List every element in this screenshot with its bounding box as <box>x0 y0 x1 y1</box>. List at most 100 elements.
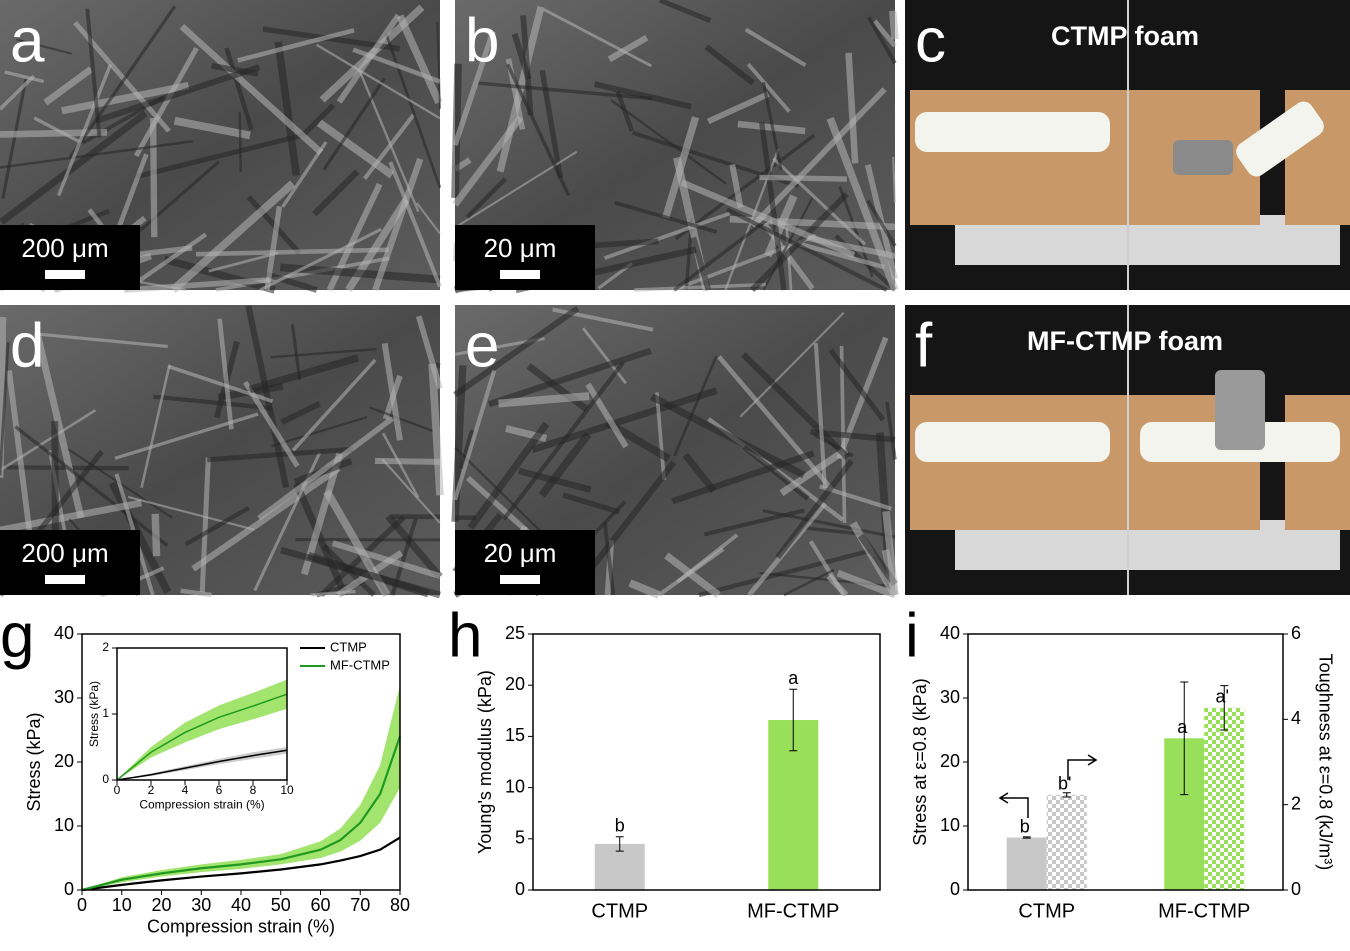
panel-letter: c <box>915 6 946 75</box>
fiber <box>538 431 592 498</box>
significance-letter: b <box>615 816 625 836</box>
scale-bar <box>45 575 85 584</box>
y2-tick-label: 6 <box>1291 623 1301 643</box>
fiber <box>704 44 755 86</box>
fiber <box>511 33 532 80</box>
y-tick-label: 40 <box>940 623 960 643</box>
fiber <box>698 548 872 598</box>
fiber <box>0 74 36 111</box>
fiber <box>208 251 279 273</box>
x-tick-label: 0 <box>114 783 121 797</box>
scale-bar-label: 200 μm <box>21 233 108 263</box>
plot-frame <box>532 633 881 891</box>
fiber <box>607 34 649 63</box>
fiber <box>322 77 386 171</box>
scale-bar-box <box>455 225 595 290</box>
significance-letter: a <box>788 668 799 688</box>
error-bar <box>615 836 624 852</box>
fiber <box>742 444 810 501</box>
scale-bar-box <box>455 530 595 595</box>
photo-caption: CTMP foam <box>1051 21 1199 51</box>
x-axis-label: Compression strain (%) <box>147 917 335 937</box>
fiber <box>264 205 283 291</box>
error-bar <box>1220 685 1229 731</box>
y-tick-label: 10 <box>54 815 74 835</box>
legend-label: MF-CTMP <box>330 657 390 672</box>
arrow <box>998 792 1029 818</box>
error-bar <box>1022 836 1031 839</box>
fiber <box>331 540 441 580</box>
x-tick-label: 10 <box>280 783 294 797</box>
fiber <box>1 79 28 199</box>
fiber <box>866 16 897 65</box>
scale-bar <box>45 270 85 279</box>
photo: 20 μm b <box>451 0 899 294</box>
fiber <box>797 241 885 270</box>
scale-bar <box>500 575 540 584</box>
panel-letter: b <box>465 6 499 75</box>
error-bar <box>1180 681 1189 796</box>
fiber <box>585 382 629 449</box>
fiber <box>14 425 169 547</box>
fiber <box>749 191 849 293</box>
fiber <box>336 13 401 104</box>
fiber <box>452 115 524 207</box>
fiber <box>136 133 302 179</box>
fiber <box>56 64 113 197</box>
fiber <box>845 52 859 164</box>
photo: 20 μm e <box>451 305 899 599</box>
fiber <box>664 552 721 598</box>
y2-tick-label: 4 <box>1291 708 1301 728</box>
x-axis-label: Compression strain (%) <box>139 797 264 811</box>
error-bar <box>789 688 798 752</box>
fiber <box>95 64 261 124</box>
fiber <box>467 421 550 530</box>
fiber <box>127 495 255 531</box>
fiber <box>116 153 149 228</box>
fiber <box>762 509 896 539</box>
fiber <box>179 24 324 156</box>
legend-label: CTMP <box>330 639 367 654</box>
y-tick-label: 20 <box>940 751 960 771</box>
axis-arrows <box>998 754 1098 818</box>
y-tick-label: 0 <box>64 879 74 899</box>
fiber <box>543 8 653 68</box>
fiber <box>779 446 849 497</box>
fiber <box>184 505 251 547</box>
fiber <box>352 47 441 84</box>
y-tick-label: 15 <box>505 725 525 745</box>
fiber <box>726 207 888 292</box>
fiber <box>248 354 360 394</box>
y2-tick-label: 0 <box>1291 879 1301 899</box>
panel-letter: d <box>10 311 44 380</box>
x-tick-label: MF-CTMP <box>1158 900 1250 922</box>
error-bar <box>1062 792 1071 798</box>
fiber <box>761 81 783 171</box>
fiber <box>744 27 807 67</box>
fiber <box>173 116 251 140</box>
fiber <box>291 358 377 452</box>
fiber <box>454 150 578 229</box>
fiber <box>151 513 161 557</box>
fiber <box>237 28 355 63</box>
y-tick-label: 40 <box>54 623 74 643</box>
fiber <box>16 38 73 55</box>
fiber <box>245 305 290 489</box>
foam <box>1236 101 1324 177</box>
fiber <box>415 202 441 235</box>
y-tick-label: 0 <box>102 772 109 786</box>
panel-letter: i <box>905 601 919 670</box>
fiber <box>478 81 653 101</box>
fiber <box>271 416 368 448</box>
fiber <box>673 355 718 457</box>
fiber <box>602 522 616 596</box>
fiber <box>140 364 171 489</box>
fiber <box>384 33 442 189</box>
plot-frame <box>81 633 401 891</box>
fiber <box>211 62 259 77</box>
fiber <box>614 200 718 234</box>
y-tick-label: 2 <box>102 640 109 654</box>
fiber <box>217 318 234 430</box>
fiber <box>108 481 172 595</box>
